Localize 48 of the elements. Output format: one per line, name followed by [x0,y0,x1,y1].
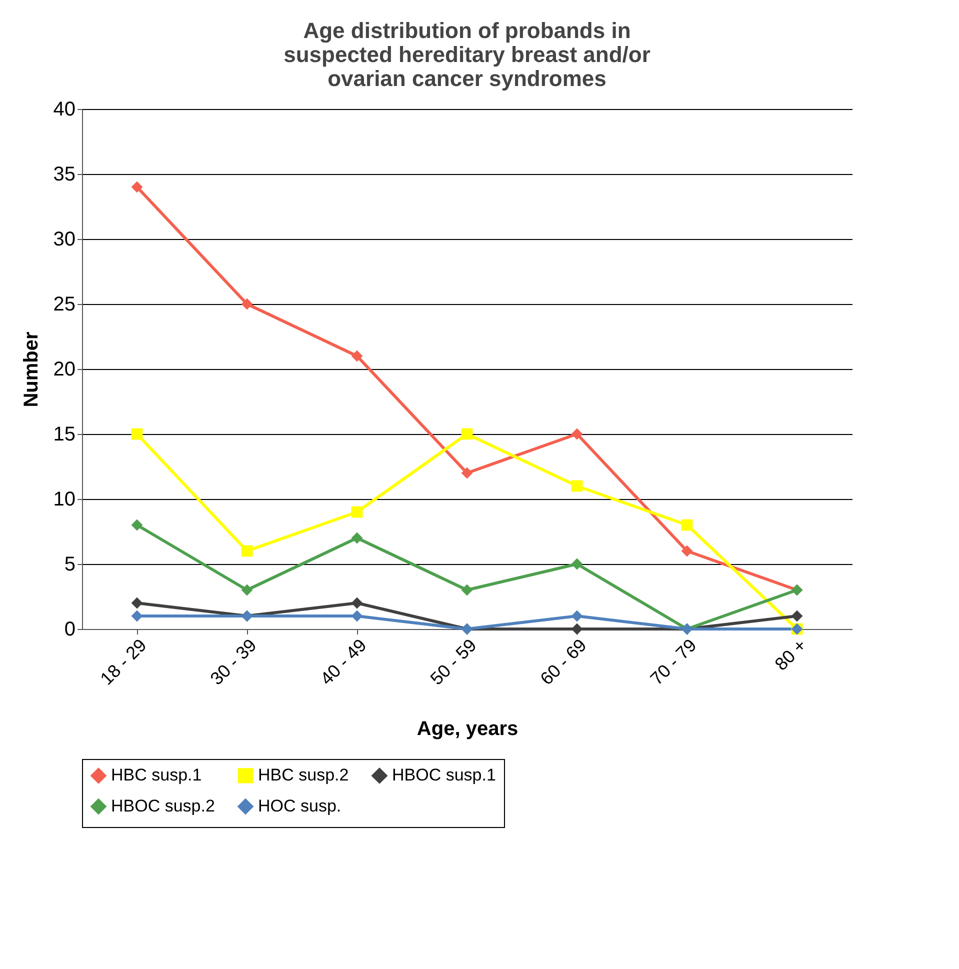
y-tick-label: 5 [64,554,76,576]
point [131,181,143,193]
point [791,610,803,622]
point [461,584,473,596]
legend-label: HOC susp. [258,796,342,816]
point [131,597,143,609]
y-axis-title: Number [20,332,42,408]
x-tick-label: 30 - 39 [206,635,260,689]
point [351,350,363,362]
point [241,545,253,557]
x-tick-label: 18 - 29 [96,635,150,689]
y-tick-label: 15 [53,424,76,446]
y-tick-label: 40 [53,98,76,120]
x-tick-label: 80 + [770,635,810,674]
point [351,532,363,544]
legend-label: HBC susp.1 [111,766,202,785]
legend-label: HBC susp.2 [258,766,349,785]
y-tick-label: 35 [53,164,76,186]
point [461,428,473,440]
point [131,428,143,440]
x-tick-label: 40 - 49 [316,635,370,689]
point [241,298,253,310]
legend-label: HBOC susp.1 [392,766,496,785]
point [351,597,363,609]
point [351,610,363,622]
point [131,519,143,531]
point [571,480,583,492]
chart-title: Age distribution of probands in suspected hereditary breast and/or ovarian cancer syndromes [284,18,651,91]
point [571,610,583,622]
y-tick-label: 25 [53,294,76,316]
point [131,610,143,622]
legend-label: HBOC susp.2 [111,796,215,816]
point [461,467,473,479]
x-tick-label: 70 - 79 [646,635,700,689]
point [241,584,253,596]
y-tick-label: 30 [53,228,76,250]
y-tick-label: 20 [53,358,76,380]
x-tick-label: 50 - 59 [426,635,480,689]
point [571,428,583,440]
y-tick-label: 10 [53,488,76,510]
point [351,506,363,518]
point [571,623,583,635]
point [681,545,693,557]
x-axis-title: Age, years [416,718,518,740]
point [571,558,583,570]
point [681,519,693,531]
x-tick-label: 60 - 69 [536,635,590,689]
y-tick-label: 0 [64,618,76,640]
